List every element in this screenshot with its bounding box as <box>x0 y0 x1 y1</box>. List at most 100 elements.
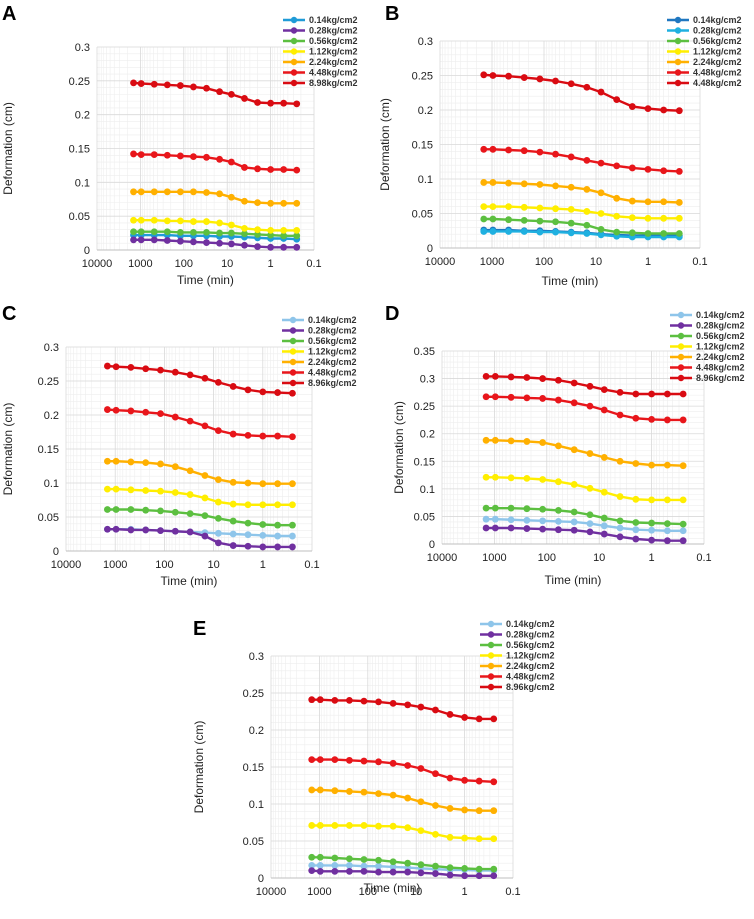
data-point <box>613 194 621 202</box>
data-point <box>228 240 235 248</box>
data-point <box>163 188 171 196</box>
data-point <box>150 236 158 244</box>
data-point <box>163 151 171 159</box>
panel-letter: E <box>193 618 206 640</box>
data-point <box>539 375 547 382</box>
data-point <box>600 514 608 522</box>
data-point <box>163 81 171 89</box>
data-point <box>461 834 468 842</box>
data-point <box>555 478 562 486</box>
data-point <box>345 867 353 875</box>
data-point <box>446 774 454 782</box>
data-point <box>267 231 274 239</box>
data-point <box>446 871 454 879</box>
data-point <box>505 203 512 211</box>
legend-marker <box>290 16 298 24</box>
data-point <box>586 511 594 519</box>
data-point <box>293 199 301 207</box>
y-tick-label: 0.1 <box>75 177 90 189</box>
data-point <box>597 88 605 96</box>
data-point <box>616 533 624 541</box>
data-point <box>308 696 316 704</box>
data-point <box>523 525 531 532</box>
panel-a: A 0 0.05 0.1 0.15 0.2 0.25 0.3 10000 1000 100 10 1 0.… <box>0 0 377 300</box>
data-point <box>163 228 171 236</box>
data-point <box>567 153 575 161</box>
legend-entry: 8.96kg/cm2 <box>696 373 745 383</box>
legend-entry: 8.96kg/cm2 <box>506 682 555 692</box>
data-point <box>536 204 544 212</box>
y-tick-label: 0.25 <box>38 376 59 388</box>
legend-entry: 0.28kg/cm2 <box>309 26 358 36</box>
data-point <box>475 715 483 723</box>
data-point <box>171 413 179 421</box>
data-point <box>628 197 636 205</box>
data-point <box>616 493 624 500</box>
data-point <box>520 217 528 224</box>
data-point <box>203 229 210 236</box>
y-tick-label: 0.25 <box>69 76 90 88</box>
x-tick-label: 10 <box>593 552 605 564</box>
data-point <box>461 806 468 814</box>
data-point <box>331 867 339 875</box>
data-point <box>570 399 578 407</box>
legend-entry: 0.28kg/cm2 <box>693 26 742 36</box>
y-axis-label: Deformation (cm) <box>192 721 206 814</box>
data-point <box>536 75 544 83</box>
y-axis-label: Deformation (cm) <box>392 401 406 494</box>
data-point <box>489 179 497 186</box>
legend-entry: 8.96kg/cm2 <box>308 378 357 388</box>
data-point <box>632 495 640 503</box>
data-point <box>259 480 267 488</box>
data-point <box>628 214 636 222</box>
data-point <box>491 504 499 512</box>
data-point <box>150 151 158 158</box>
data-point <box>203 84 210 92</box>
data-point <box>482 524 490 532</box>
data-point <box>289 543 296 551</box>
data-point <box>331 697 339 704</box>
data-point <box>432 770 439 778</box>
data-point <box>229 500 237 508</box>
data-point <box>552 150 559 158</box>
data-point <box>616 524 624 532</box>
data-point <box>150 228 158 236</box>
data-point <box>150 216 158 224</box>
data-point <box>663 520 671 527</box>
y-tick-label: 0.15 <box>38 444 59 456</box>
data-point <box>482 473 490 481</box>
data-point <box>316 786 324 794</box>
data-point <box>308 822 316 829</box>
data-point <box>244 386 252 394</box>
data-point <box>539 439 547 446</box>
data-point <box>375 758 382 766</box>
data-point <box>274 501 282 509</box>
data-point <box>176 82 184 89</box>
data-point <box>660 214 668 222</box>
y-tick-label: 0.2 <box>75 110 90 122</box>
data-point <box>480 179 488 186</box>
data-point <box>104 506 111 513</box>
data-point <box>127 486 135 494</box>
data-point <box>254 199 261 207</box>
data-point <box>482 372 490 380</box>
data-point <box>461 864 468 872</box>
data-point <box>539 395 547 402</box>
legend-marker <box>487 620 495 628</box>
legend-marker <box>289 358 297 366</box>
data-point <box>186 371 194 379</box>
legend-marker <box>677 374 685 382</box>
data-point <box>600 488 608 496</box>
legend-marker <box>487 652 495 659</box>
data-point <box>214 427 222 435</box>
data-point <box>552 77 559 85</box>
data-point <box>228 221 235 229</box>
data-point <box>130 188 137 196</box>
data-point <box>259 501 267 509</box>
chart-d: D 0 0.05 0.1 0.15 0.2 0.25 0.3 0.35 10000 1000 100 1… <box>385 303 745 587</box>
x-tick-label: 1000 <box>482 552 506 564</box>
data-point <box>293 226 301 234</box>
data-point <box>259 432 267 440</box>
data-point <box>505 72 512 80</box>
x-tick-label: 100 <box>535 256 553 268</box>
